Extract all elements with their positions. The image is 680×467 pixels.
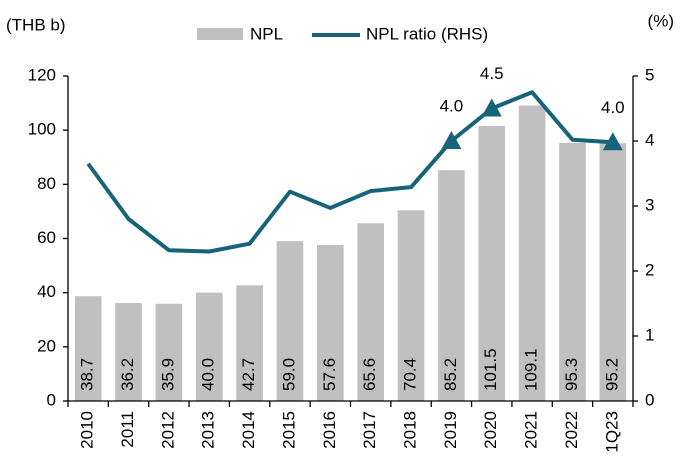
y-tick-label: 100 xyxy=(28,120,56,139)
legend-swatch xyxy=(197,28,243,40)
marker xyxy=(481,98,502,117)
bar-value-label: 95.2 xyxy=(602,358,621,391)
y2-tick-label: 5 xyxy=(645,65,654,84)
x-tick-label: 2014 xyxy=(239,411,258,449)
bar-value-label: 38.7 xyxy=(78,358,97,391)
line-value-label: 4.5 xyxy=(480,64,504,83)
x-tick-label: 2019 xyxy=(441,411,460,449)
bar xyxy=(559,142,586,402)
y2-tick-label: 4 xyxy=(645,130,654,149)
y-axis-title: (THB b) xyxy=(6,15,66,34)
x-tick-label: 2018 xyxy=(401,411,420,449)
marker xyxy=(441,131,462,149)
bar-value-label: 101.5 xyxy=(481,348,500,391)
line-value-label: 4.0 xyxy=(601,98,625,117)
y-tick-label: 20 xyxy=(37,336,56,355)
bar-value-label: 70.4 xyxy=(401,358,420,391)
bar-value-label: 57.6 xyxy=(320,358,339,391)
y-tick-label: 40 xyxy=(37,282,56,301)
y2-tick-label: 1 xyxy=(645,325,654,344)
bar xyxy=(478,126,506,402)
y-tick-label: 120 xyxy=(28,65,56,84)
bar xyxy=(518,105,546,401)
y-tick-label: 80 xyxy=(37,174,56,193)
bar-value-label: 109.1 xyxy=(522,348,541,391)
bar xyxy=(357,223,384,401)
x-tick-label: 2017 xyxy=(360,411,379,449)
bar-value-label: 65.6 xyxy=(360,358,379,391)
legend-label: NPL ratio (RHS) xyxy=(366,24,488,43)
x-tick-label: 2012 xyxy=(158,411,177,449)
marker xyxy=(602,132,623,151)
x-tick-label: 2020 xyxy=(481,411,500,449)
bar-value-label: 95.3 xyxy=(562,358,581,391)
bar-value-label: 59.0 xyxy=(279,358,298,391)
bar-value-label: 40.0 xyxy=(199,358,218,391)
bar-value-label: 85.2 xyxy=(441,358,460,391)
bar xyxy=(276,241,304,401)
bar xyxy=(236,285,263,401)
y2-tick-label: 2 xyxy=(645,260,654,279)
legend-label: NPL xyxy=(250,24,283,43)
bar xyxy=(155,303,183,401)
bar xyxy=(317,245,344,401)
line xyxy=(86,90,613,254)
x-tick-label: 2022 xyxy=(562,411,581,449)
bar xyxy=(195,292,223,401)
y-tick-label: 0 xyxy=(47,390,56,409)
bar xyxy=(74,296,102,401)
y2-tick-label: 3 xyxy=(645,195,654,214)
y2-axis-title: (%) xyxy=(648,11,674,30)
x-tick-label: 2013 xyxy=(199,411,218,449)
x-tick-label: 2015 xyxy=(279,411,298,449)
bar xyxy=(438,170,465,401)
bar xyxy=(599,143,627,401)
bar-value-label: 35.9 xyxy=(158,358,177,391)
x-tick-label: 1Q23 xyxy=(602,411,621,453)
line-value-label: 4.0 xyxy=(440,96,464,115)
y2-tick-label: 0 xyxy=(645,390,654,409)
bar xyxy=(115,302,142,401)
x-tick-label: 2016 xyxy=(320,411,339,449)
x-tick-label: 2011 xyxy=(118,411,137,448)
bar-value-label: 42.7 xyxy=(239,358,258,391)
bar xyxy=(397,210,425,401)
y-tick-label: 60 xyxy=(37,228,56,247)
x-tick-label: 2010 xyxy=(78,411,97,449)
x-tick-label: 2021 xyxy=(522,411,541,449)
bar-value-label: 36.2 xyxy=(118,358,137,391)
